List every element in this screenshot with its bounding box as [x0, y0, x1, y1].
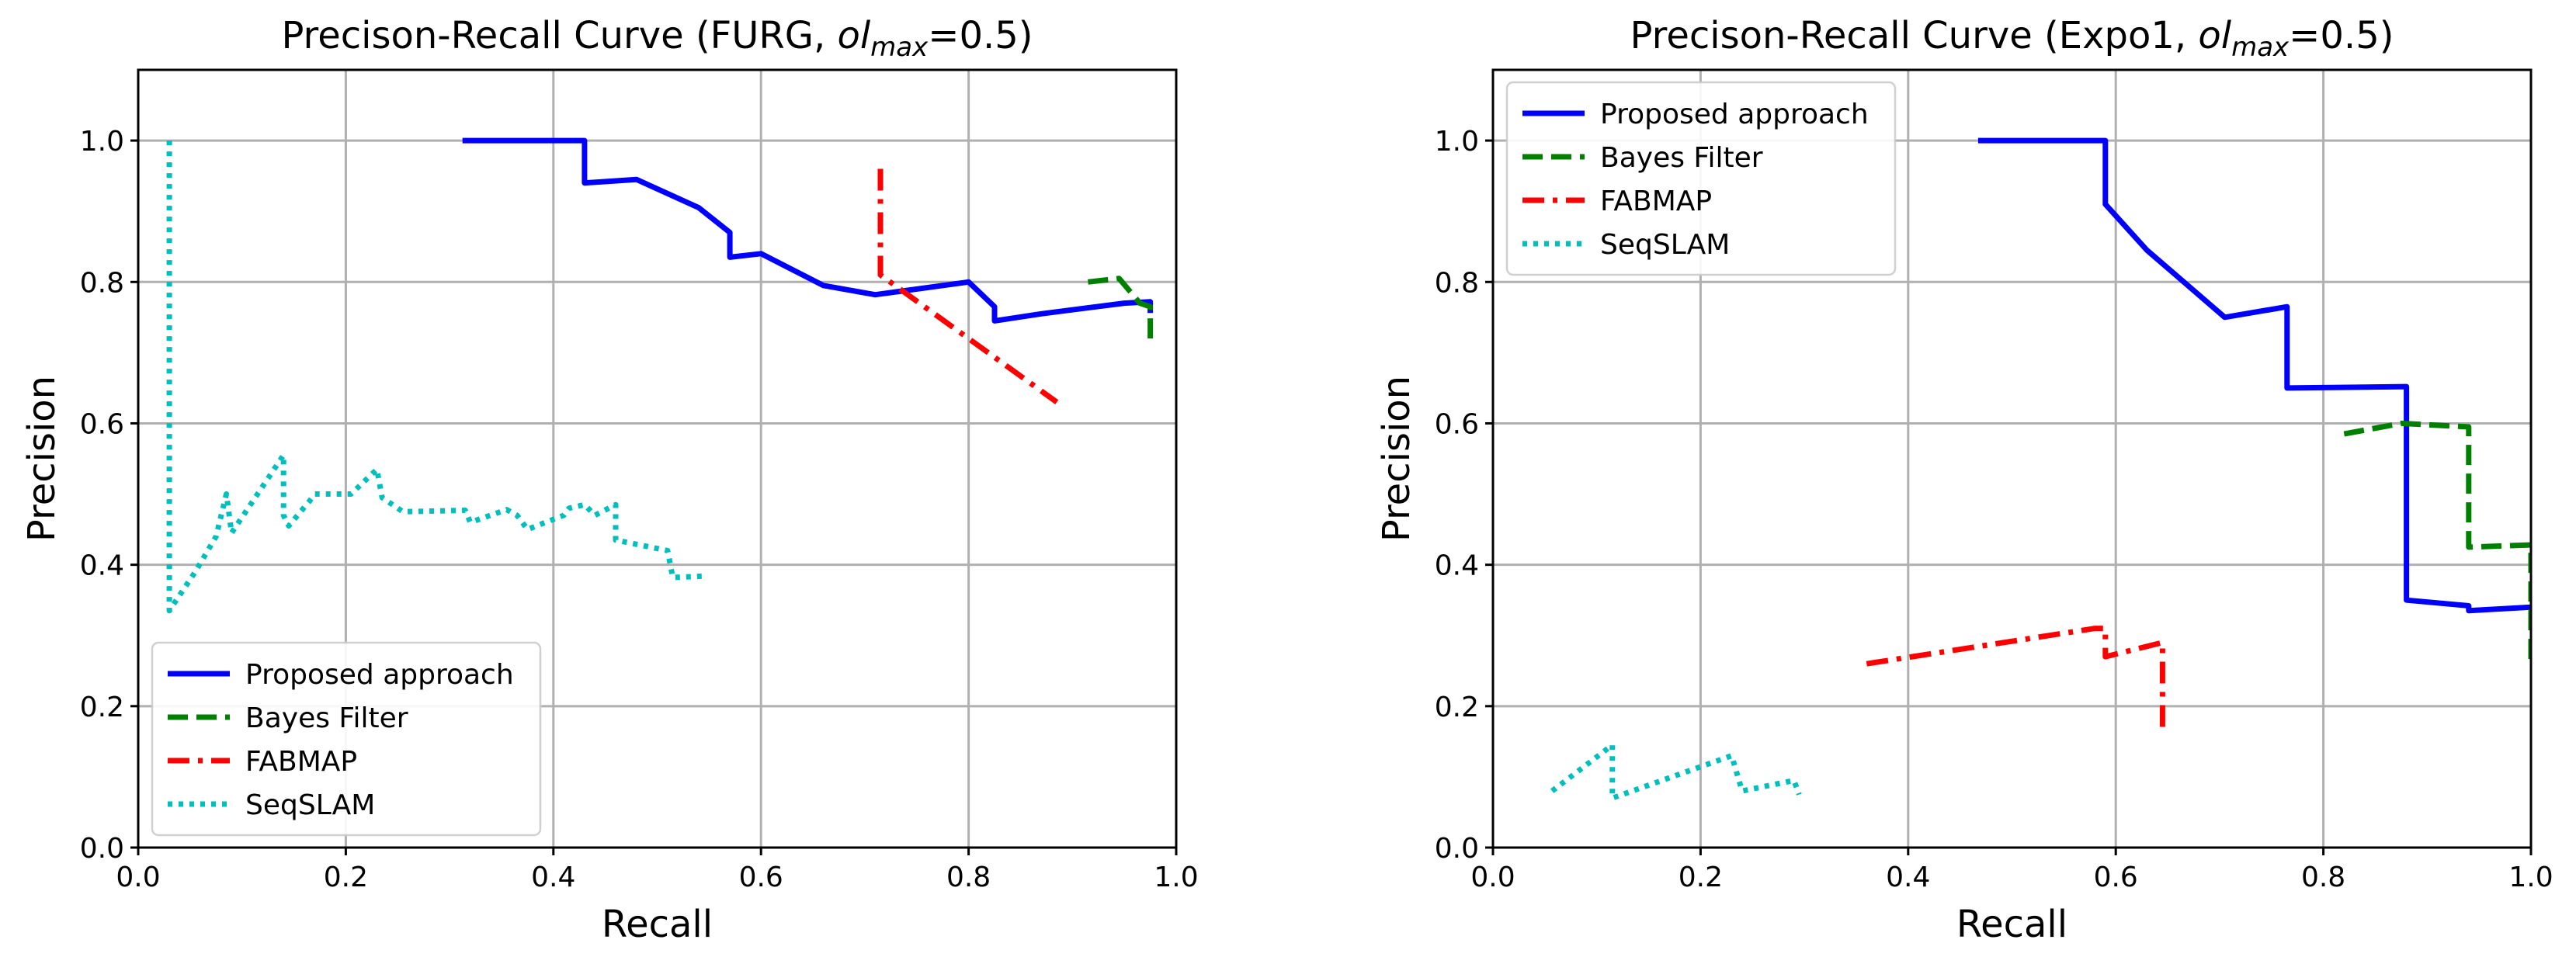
series-line-fabmap	[1866, 626, 2165, 731]
y-tick-label: 0.4	[80, 550, 124, 582]
legend-box	[151, 641, 542, 837]
x-tick-label: 0.2	[324, 862, 368, 893]
series-group	[1550, 137, 2531, 801]
legend: Proposed approach Bayes Filter FABMAP SeqSL…	[151, 641, 542, 837]
y-axis-label: Precision	[20, 376, 64, 542]
y-tick-label: 0.0	[80, 833, 124, 865]
series-line-seqslam	[166, 140, 704, 614]
x-tick-label: 0.8	[946, 862, 991, 893]
series-line-seqslam	[1550, 742, 1802, 801]
chart-furg: 0.0 0.2 0.4 0.6 0.8 1.0 0.0 0.2 0.4 0.6 0.8 1.0 Prec…	[20, 14, 1199, 946]
series-line-bayes-filter	[2343, 421, 2531, 661]
x-tick-label: 0.0	[116, 862, 160, 893]
legend-label-proposed-approach: Proposed approach	[1600, 99, 1869, 130]
x-tick-label: 1.0	[2508, 862, 2553, 893]
plot-frame	[1491, 68, 2533, 849]
y-tick-label: 0.8	[80, 267, 124, 299]
chart-title: Precison-Recall Curve (FURG, olmax=0.5)	[281, 14, 1033, 63]
x-axis-label: Recall	[602, 903, 713, 946]
x-tick-label: 0.2	[1679, 862, 1723, 893]
x-tick-label: 0.6	[739, 862, 783, 893]
y-tick-label: 0.2	[1435, 692, 1479, 723]
legend-label-fabmap: FABMAP	[245, 746, 357, 778]
chart-expo1: 0.0 0.2 0.4 0.6 0.8 1.0 0.0 0.2 0.4 0.6 0.8 1.0 Prec…	[1375, 14, 2553, 946]
y-tick-label: 0.6	[1435, 408, 1479, 440]
series-line-bayes-filter	[1088, 276, 1154, 339]
legend-label-bayes-filter: Bayes Filter	[1600, 142, 1763, 174]
series-line-proposed-approach	[1977, 137, 2531, 614]
y-tick-label: 0.8	[1435, 267, 1479, 299]
chart-title: Precison-Recall Curve (Expo1, olmax=0.5)	[1630, 14, 2394, 63]
y-tick-label: 0.2	[80, 692, 124, 723]
x-axis-label: Recall	[1956, 903, 2067, 946]
series-line-fabmap	[877, 168, 1059, 404]
y-tick-label: 1.0	[80, 126, 124, 158]
legend-label-fabmap: FABMAP	[1600, 186, 1712, 217]
y-tick-label: 0.4	[1435, 550, 1479, 582]
y-tick-label: 0.6	[80, 408, 124, 440]
x-tick-label: 1.0	[1154, 862, 1198, 893]
legend-label-proposed-approach: Proposed approach	[245, 659, 514, 691]
y-tick-label: 0.0	[1435, 833, 1479, 865]
x-tick-label: 0.8	[2301, 862, 2345, 893]
x-tick-label: 0.0	[1470, 862, 1515, 893]
legend-label-seqslam: SeqSLAM	[245, 789, 375, 821]
series-line-proposed-approach	[462, 137, 1154, 324]
y-axis-label: Precision	[1375, 376, 1418, 542]
x-tick-label: 0.6	[2094, 862, 2138, 893]
plot-frame	[137, 68, 1178, 849]
x-tick-label: 0.4	[531, 862, 575, 893]
legend-label-bayes-filter: Bayes Filter	[245, 702, 408, 734]
legend-label-seqslam: SeqSLAM	[1600, 229, 1730, 261]
legend: Proposed approach Bayes Filter FABMAP SeqSL…	[1505, 81, 1897, 276]
series-group	[166, 137, 1154, 614]
legend-box	[1505, 81, 1897, 276]
y-tick-label: 1.0	[1435, 126, 1479, 158]
x-tick-label: 0.4	[1886, 862, 1930, 893]
